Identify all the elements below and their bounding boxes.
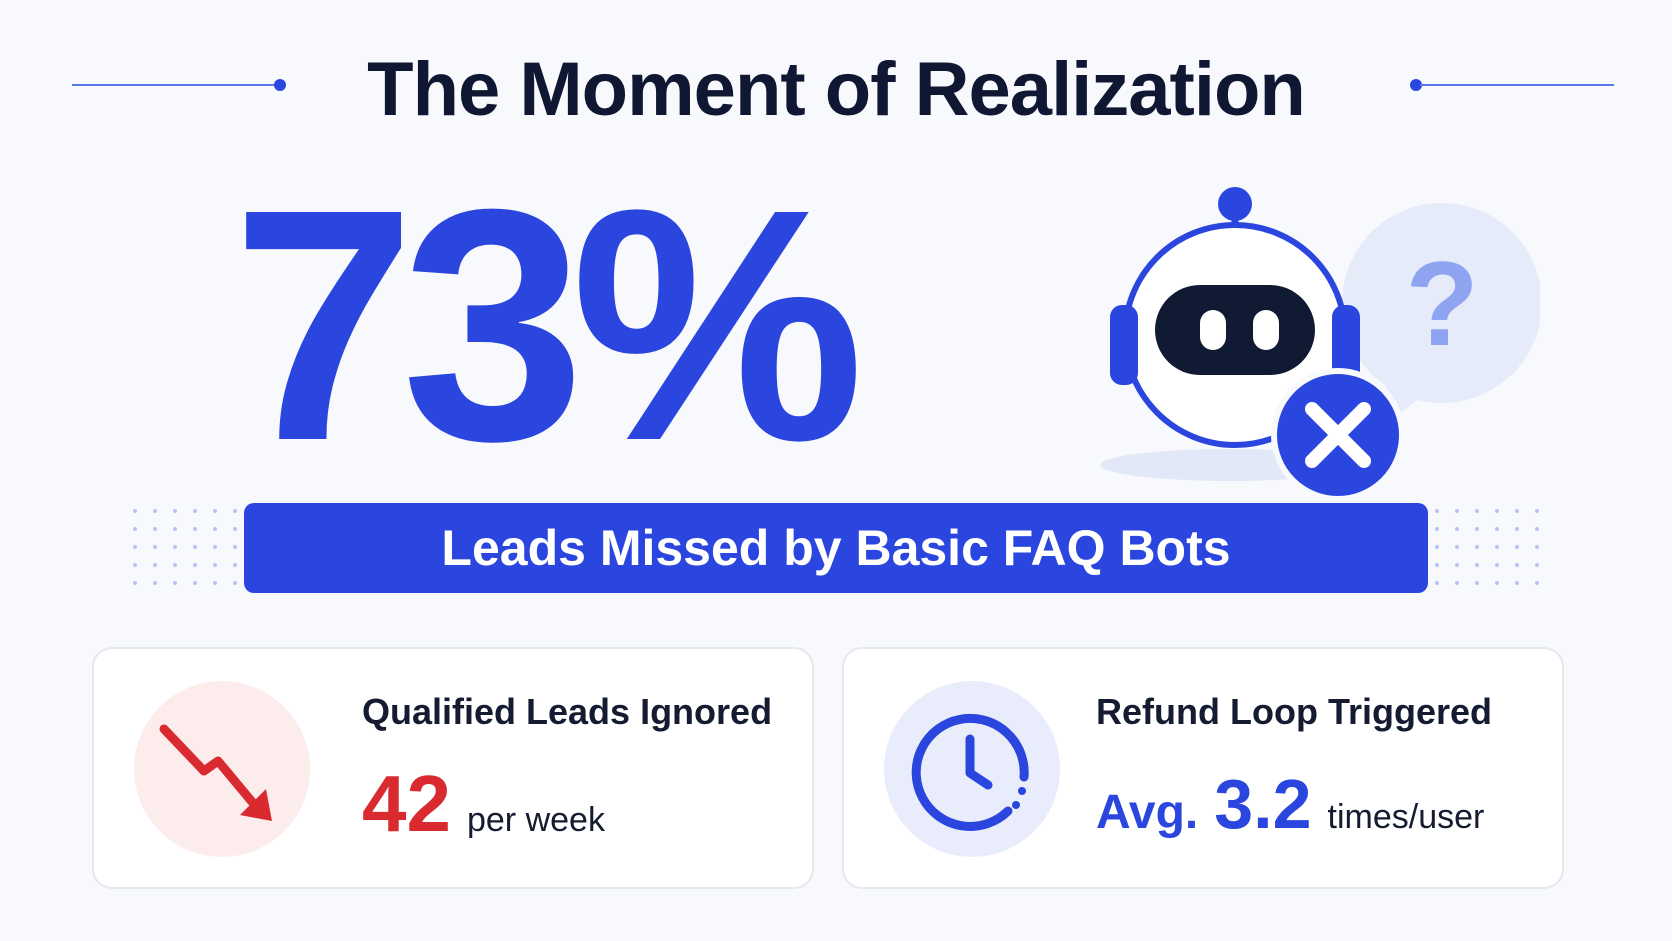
card-label: Qualified Leads Ignored xyxy=(362,691,773,732)
trend-down-icon xyxy=(159,724,272,821)
dot-pattern-right xyxy=(1435,509,1539,585)
question-icon: ? xyxy=(1405,237,1478,371)
header: The Moment of Realization xyxy=(0,40,1672,140)
stat-card-leads-ignored: Qualified Leads Ignored 42 per week xyxy=(92,647,814,889)
stat-card-refund-loop: Refund Loop Triggered Avg. 3.2 times/use… xyxy=(842,647,1564,889)
header-divider-right xyxy=(1420,84,1614,86)
header-dot-left xyxy=(274,79,286,91)
icon-badge xyxy=(884,681,1060,857)
card-value-row: 42 per week xyxy=(362,759,605,849)
card-value: 3.2 xyxy=(1214,765,1312,843)
robot-icon: ? xyxy=(1100,187,1540,502)
close-icon xyxy=(1271,368,1405,502)
icon-badge xyxy=(134,681,310,857)
hero-stat: 73% xyxy=(232,140,864,509)
card-value-row: Avg. 3.2 times/user xyxy=(1096,759,1484,849)
dot-pattern-left xyxy=(133,509,237,585)
card-unit: per week xyxy=(466,801,605,839)
card-unit: times/user xyxy=(1327,798,1485,836)
stat-label-banner: Leads Missed by Basic FAQ Bots xyxy=(244,503,1428,593)
clock-icon xyxy=(911,713,1029,831)
header-dot-right xyxy=(1410,79,1422,91)
card-value: 42 xyxy=(362,759,451,848)
header-divider-left xyxy=(72,84,278,86)
card-prefix: Avg. xyxy=(1096,786,1199,839)
page-title: The Moment of Realization xyxy=(367,47,1306,132)
card-label: Refund Loop Triggered xyxy=(1096,691,1492,732)
